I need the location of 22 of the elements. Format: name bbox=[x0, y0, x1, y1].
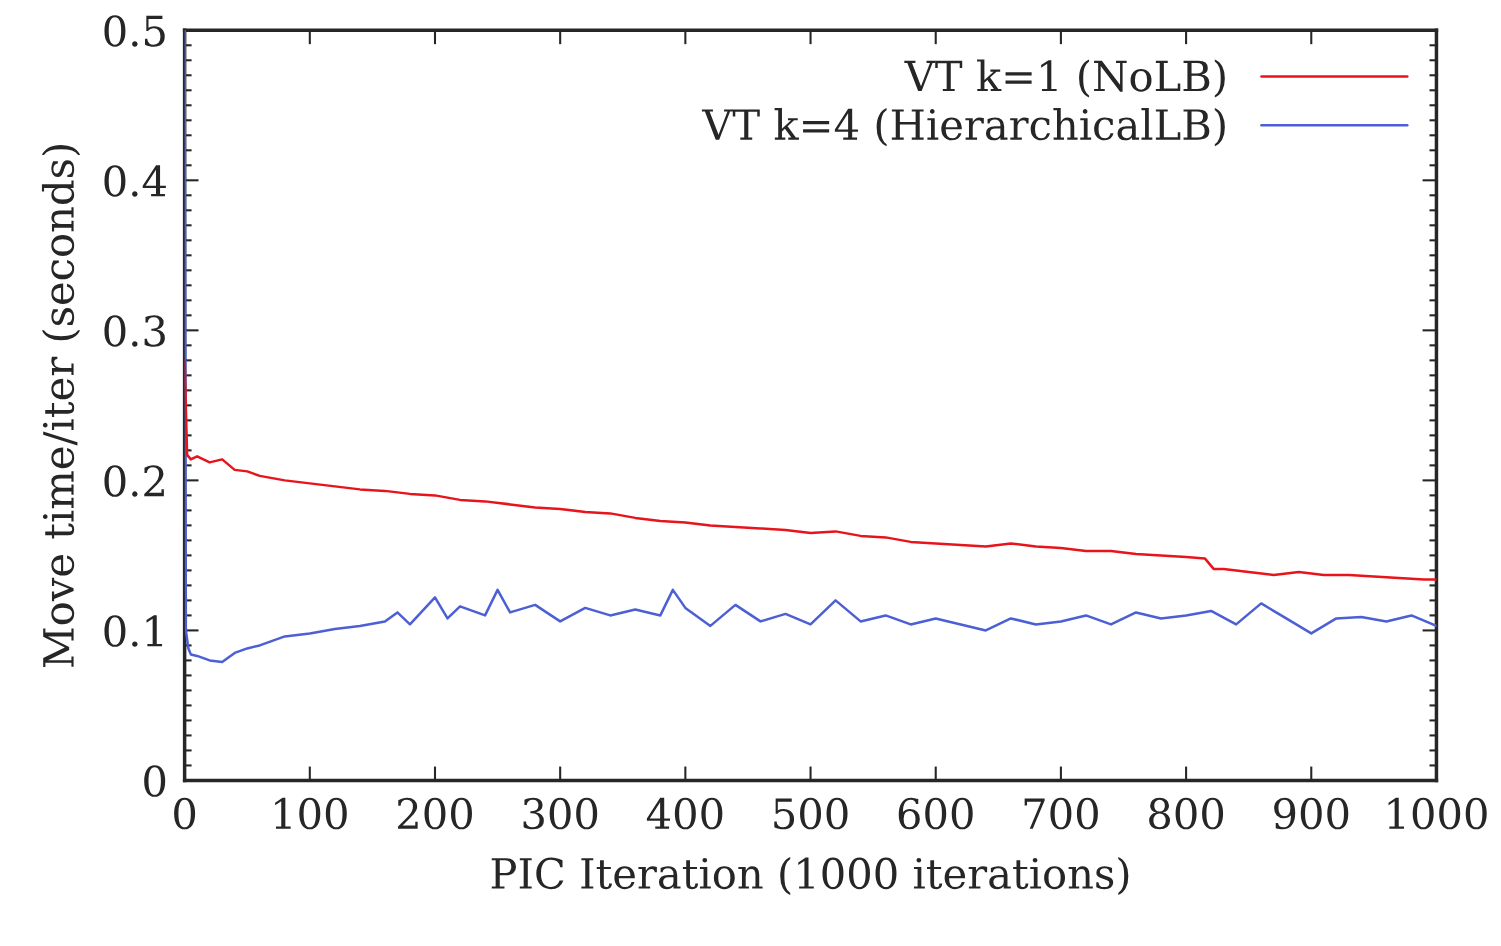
x-tick-label: 800 bbox=[1149, 797, 1224, 830]
legend-label: VT k=1 (NoLB) bbox=[904, 59, 1225, 98]
y-tick-label: 0.1 bbox=[104, 615, 163, 647]
y-tick-label: 0.3 bbox=[104, 315, 165, 347]
x-tick-label: 900 bbox=[1274, 797, 1349, 830]
legend-label: VT k=4 (HierarchicalLB) bbox=[701, 108, 1225, 147]
x-tick-label: 300 bbox=[523, 797, 598, 830]
x-axis-title: PIC Iteration (1000 iterations) bbox=[491, 856, 1129, 896]
y-tick-label: 0.2 bbox=[104, 465, 164, 497]
x-tick-label: 1000 bbox=[1388, 797, 1487, 830]
x-tick-label: 0 bbox=[174, 797, 196, 830]
line-series bbox=[184, 359, 1437, 581]
y-tick-label: 0.4 bbox=[104, 165, 166, 197]
x-tick-label: 500 bbox=[774, 797, 848, 830]
x-tick-label: 200 bbox=[398, 797, 472, 830]
y-tick-label: 0 bbox=[144, 765, 166, 797]
x-tick-label: 100 bbox=[275, 797, 347, 830]
x-tick-label: 700 bbox=[1024, 797, 1098, 830]
x-tick-label: 600 bbox=[898, 797, 973, 830]
y-axis-title: Move time/iter (seconds) bbox=[41, 145, 81, 667]
y-tick-label: 0.5 bbox=[104, 15, 165, 47]
x-tick-label: 400 bbox=[646, 797, 723, 830]
